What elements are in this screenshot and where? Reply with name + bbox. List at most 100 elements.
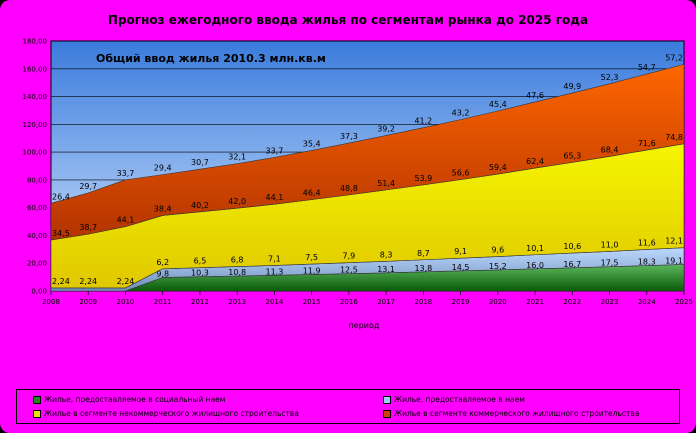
data-label: 45,4	[489, 100, 507, 109]
data-label: 33,7	[117, 169, 135, 178]
x-tick-label: 2023	[601, 298, 619, 306]
x-tick-label: 2019	[452, 298, 470, 306]
data-label: 8,7	[417, 249, 430, 258]
data-label: 57,2	[665, 53, 683, 62]
legend-label: Жилье, предоставляемое в социальный наем	[44, 395, 226, 404]
y-tick-label: 80,00	[27, 176, 47, 184]
data-label: 44,1	[266, 193, 284, 202]
data-label: 10,3	[191, 269, 209, 278]
y-tick-label: 0,00	[31, 288, 47, 296]
data-label: 13,8	[414, 264, 432, 273]
data-label: 53,9	[414, 174, 432, 183]
data-label: 11,3	[266, 267, 284, 276]
data-label: 11,6	[638, 238, 656, 247]
data-labels: 9,8 10,3 10,8 11,3 11,9 12,5 13,1 13,8 14,5 15,2 1…	[52, 53, 683, 286]
data-label: 65,3	[563, 151, 581, 160]
data-label: 10,6	[563, 242, 581, 251]
x-tick-label: 2009	[79, 298, 97, 306]
stacked-areas	[50, 63, 685, 292]
data-label: 41,2	[414, 117, 432, 126]
data-label: 7,1	[268, 254, 281, 263]
data-label: 19,1	[665, 256, 683, 265]
data-label: 6,8	[231, 256, 244, 265]
data-label: 11,0	[601, 240, 619, 249]
data-label: 48,8	[340, 184, 358, 193]
x-tick-label: 2013	[228, 298, 246, 306]
y-tick-label: 100,00	[23, 149, 48, 157]
legend-swatch	[383, 409, 391, 418]
data-label: 18,3	[638, 258, 656, 267]
data-label: 16,0	[526, 261, 544, 270]
x-axis-label: период	[349, 321, 380, 330]
data-label: 30,7	[191, 158, 209, 167]
data-label: 9,1	[454, 247, 467, 256]
legend-swatch	[33, 395, 41, 404]
data-label: 47,6	[526, 91, 544, 100]
data-label: 40,2	[191, 201, 209, 210]
x-tick-label: 2010	[117, 298, 135, 306]
data-label: 8,3	[380, 250, 393, 259]
y-tick-label: 20,00	[27, 260, 47, 268]
legend-swatch	[383, 395, 391, 404]
data-label: 34,5	[52, 229, 70, 238]
data-label: 43,2	[452, 109, 470, 118]
legend-item-social: Жилье, предоставляемое в социальный наем	[33, 395, 225, 404]
data-label: 71,6	[638, 139, 656, 148]
data-label: 13,1	[377, 265, 395, 274]
data-label: 11,9	[303, 266, 321, 275]
y-axis-ticks: 0,00 20,00 40,00 60,00 80,00 100,00 120,00 140,…	[23, 38, 48, 296]
data-label: 52,3	[601, 73, 619, 82]
legend-item-commercial: Жилье в сегменте коммерческого жилищного…	[383, 409, 639, 418]
data-label: 10,8	[228, 268, 246, 277]
data-label: 6,5	[194, 257, 207, 266]
x-tick-label: 2018	[414, 298, 432, 306]
data-label: 37,3	[340, 132, 358, 141]
data-label: 9,6	[491, 246, 504, 255]
data-label: 33,7	[266, 146, 284, 155]
data-label: 14,5	[452, 263, 470, 272]
data-label: 16,7	[563, 260, 581, 269]
data-label: 6,2	[156, 258, 169, 267]
chart-title: Прогноз ежегодного ввода жилья по сегмен…	[108, 13, 588, 27]
data-label: 51,4	[377, 179, 395, 188]
legend-label: Жилье в сегменте некоммерческого жилищно…	[44, 409, 299, 418]
y-tick-label: 120,00	[23, 121, 48, 129]
data-label: 68,4	[601, 145, 619, 154]
data-label: 74,8	[665, 133, 683, 142]
data-label: 39,2	[377, 124, 395, 133]
x-tick-label: 2015	[303, 298, 321, 306]
data-label: 29,7	[79, 182, 97, 191]
data-label: 2,24	[79, 277, 97, 286]
x-tick-label: 2025	[675, 298, 693, 306]
data-label: 29,4	[154, 164, 172, 173]
data-label: 12,5	[340, 266, 358, 275]
data-label: 32,1	[228, 153, 246, 162]
x-tick-label: 2012	[191, 298, 209, 306]
data-label: 38,7	[79, 223, 97, 232]
x-tick-label: 2021	[526, 298, 544, 306]
data-label: 35,4	[303, 139, 321, 148]
data-label: 17,5	[601, 259, 619, 268]
x-tick-label: 2020	[489, 298, 507, 306]
x-tick-label: 2022	[563, 298, 581, 306]
data-label: 7,5	[305, 253, 318, 262]
inner-title: Общий ввод жилья 2010.3 млн.кв.м	[96, 52, 326, 65]
legend-item-noncommercial: Жилье в сегменте некоммерческого жилищно…	[33, 409, 299, 418]
data-label: 7,9	[343, 252, 356, 261]
data-label: 54,7	[638, 63, 656, 72]
y-tick-label: 160,00	[23, 65, 48, 73]
data-label: 15,2	[489, 262, 507, 271]
y-tick-label: 40,00	[27, 232, 47, 240]
data-label: 26,4	[52, 192, 70, 201]
data-label: 42,0	[228, 197, 246, 206]
data-label: 62,4	[526, 157, 544, 166]
legend-item-rent: Жилье, предоставляемое в наем	[383, 395, 525, 404]
data-label: 2,24	[52, 277, 70, 286]
legend-swatch	[33, 409, 41, 418]
area-series-4	[50, 63, 685, 241]
data-label: 12,1	[665, 237, 683, 246]
x-tick-label: 2011	[154, 298, 172, 306]
y-tick-label: 60,00	[27, 204, 47, 212]
y-tick-label: 140,00	[23, 93, 48, 101]
